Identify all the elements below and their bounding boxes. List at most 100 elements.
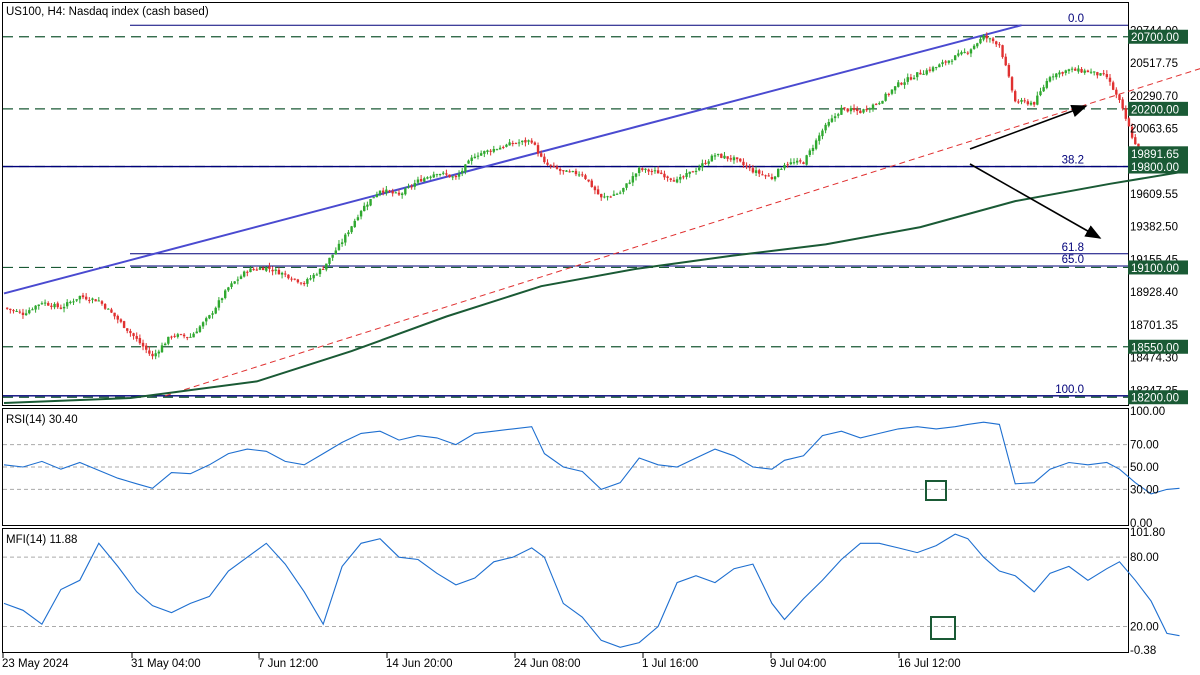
candle-body — [97, 300, 100, 302]
candle-body — [1089, 71, 1093, 73]
candle-body — [729, 158, 732, 160]
candle-body — [540, 153, 543, 157]
level-price-bg — [1128, 390, 1188, 405]
fibonacci-label: 38.2 — [1062, 155, 1084, 167]
candle-body — [584, 175, 587, 179]
level-price-text: 18550.00 — [1131, 342, 1179, 354]
candle-body — [413, 183, 416, 187]
rsi-line — [3, 421, 1180, 495]
candle-body — [492, 148, 495, 152]
price-tick-label: 20063.65 — [1130, 124, 1178, 136]
candle-body — [521, 140, 524, 143]
x-tick-label: 1 Jul 16:00 — [642, 658, 698, 670]
candle-body — [15, 310, 18, 312]
candle-body — [549, 164, 552, 166]
candle-body — [1042, 87, 1045, 92]
candle-body — [334, 250, 337, 255]
candle-body — [852, 108, 856, 111]
candle-body — [830, 118, 834, 122]
candle-body — [122, 321, 126, 328]
candle-body — [233, 281, 236, 284]
candle-body — [941, 62, 944, 65]
candle-body — [558, 169, 562, 171]
fibonacci-label: 0.0 — [1068, 13, 1084, 25]
candle-body — [903, 82, 906, 85]
candle-body — [220, 298, 224, 301]
candle-body — [464, 164, 467, 172]
x-tick-label: 14 Jun 20:00 — [386, 658, 453, 670]
axes: 20744.0020517.7520290.7020063.6519836.60… — [2, 25, 1188, 670]
level-price-bg — [1128, 339, 1188, 354]
candle-body — [350, 226, 353, 233]
candle-body — [138, 338, 142, 344]
candle-body — [976, 43, 979, 47]
candle-body — [470, 157, 473, 161]
candle-body — [928, 69, 932, 71]
candle-body — [912, 77, 916, 80]
candle-body — [293, 278, 296, 280]
candle-body — [675, 179, 679, 183]
candle-body — [688, 171, 691, 174]
candle-body — [874, 103, 878, 105]
candle-body — [287, 274, 290, 279]
candle-body — [1023, 100, 1026, 102]
candle-body — [732, 157, 736, 161]
candle-body — [258, 268, 262, 270]
candle-body — [773, 176, 777, 180]
level-price-text: 19100.00 — [1131, 263, 1179, 275]
level-price-box: 18200.00 — [1128, 390, 1188, 405]
mfi-panel-frame — [2, 528, 1129, 653]
candle-body — [268, 266, 271, 269]
candle-body — [186, 337, 189, 339]
candle-body — [432, 174, 435, 178]
candle-body — [524, 139, 527, 143]
candle-body — [1010, 77, 1014, 91]
candle-body — [1124, 108, 1127, 119]
candle-body — [881, 100, 884, 104]
candle-body — [805, 155, 808, 165]
candle-body — [290, 278, 293, 280]
rsi-tick-label: 50.00 — [1130, 462, 1159, 474]
candle-body — [249, 268, 252, 273]
candle-body — [170, 336, 173, 338]
candle-body — [363, 205, 366, 212]
candle-body — [795, 160, 799, 163]
candle-body — [189, 336, 192, 338]
x-tick-label: 24 Jun 08:00 — [514, 658, 581, 670]
candle-body — [116, 315, 119, 320]
candle-body — [590, 180, 593, 187]
candle-body — [713, 155, 717, 157]
candle-body — [998, 44, 1001, 46]
candle-body — [546, 162, 549, 165]
candle-body — [634, 173, 638, 177]
candle-body — [385, 189, 388, 193]
candle-body — [666, 176, 669, 178]
candle-body — [274, 269, 277, 271]
candle-body — [735, 157, 739, 160]
rsi-panel — [3, 421, 1180, 501]
candle-body — [1105, 74, 1109, 78]
level-price-text: 20700.00 — [1131, 32, 1179, 44]
level-price-box: 20700.00 — [1128, 29, 1188, 44]
candle-body — [1061, 72, 1064, 74]
candle-body — [767, 175, 770, 177]
candle-body — [644, 168, 647, 170]
candle-body — [1118, 94, 1121, 101]
candle-body — [9, 308, 12, 310]
candle-body — [502, 146, 505, 148]
candle-body — [953, 55, 957, 61]
candle-body — [957, 53, 960, 56]
candle-body — [312, 274, 315, 279]
candle-body — [445, 173, 448, 175]
candle-body — [979, 38, 982, 44]
candle-body — [498, 147, 502, 150]
candle-body — [1083, 70, 1086, 73]
candle-body — [448, 174, 451, 178]
price-tick-label: 19609.55 — [1130, 189, 1178, 201]
candle-body — [555, 166, 559, 169]
candle-body — [530, 140, 533, 143]
candle-body — [378, 190, 382, 195]
candle-body — [126, 328, 129, 331]
candle-body — [12, 310, 15, 312]
candle-body — [1017, 101, 1020, 103]
